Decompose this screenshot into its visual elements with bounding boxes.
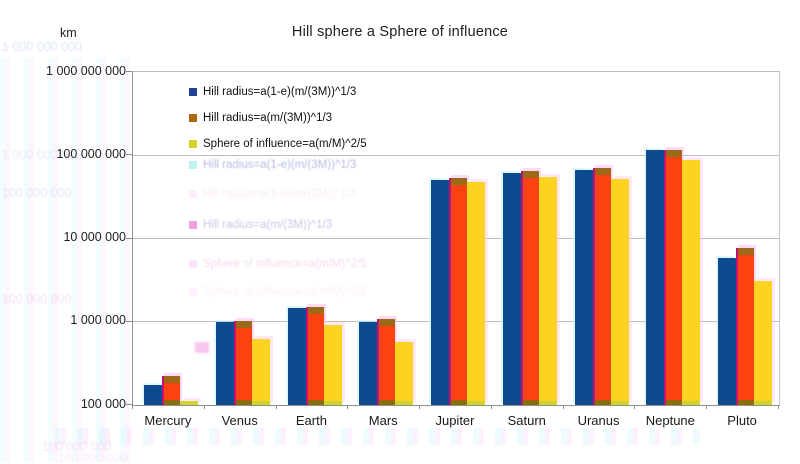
legend-item-3: Sphere of influence=a(m/M)^2/5 [189, 131, 367, 157]
bar-uranus-series2 [592, 168, 611, 405]
compression-ghost-swatch [189, 260, 197, 268]
bar-jupiter-series1 [431, 179, 450, 405]
y-axis-tick [126, 404, 132, 405]
legend-label: Sphere of influence=a(m/M)^2/5 [203, 138, 367, 150]
bar-mars-series3 [395, 341, 414, 405]
x-axis-label-mars: Mars [368, 413, 398, 428]
bar-earth-series1 [287, 307, 306, 405]
compression-ghost-legend-echo: Hill radius=a(m/(3M))^1/3 [189, 219, 332, 231]
x-axis-tick [347, 405, 348, 409]
x-axis-label-earth: Earth [295, 413, 327, 428]
x-axis-tick [706, 405, 707, 409]
compression-ghost-legend-echo: Hill radius=a(1-e)(m/(3M))^1/3 [189, 188, 356, 200]
gridline-100000000 [133, 154, 779, 156]
compression-ghost-legend-echo: Hill radius=a(1-e)(m/(3M))^1/3 [189, 159, 356, 171]
x-axis-tick [276, 405, 277, 409]
compression-ghost-artifact: 100 000 000 [2, 186, 72, 200]
y-axis-label: 1 000 000 [70, 313, 126, 328]
compression-ghost-text: Hill radius=a(m/(3M))^1/3 [203, 219, 333, 231]
y-axis-unit-label: km [60, 26, 77, 40]
legend-label: Hill radius=a(1-e)(m/(3M))^1/3 [203, 86, 357, 98]
x-axis-label-venus: Venus [221, 413, 258, 428]
legend: Hill radius=a(1-e)(m/(3M))^1/3 Hill radiu… [189, 79, 367, 157]
bar-saturn-series2 [520, 170, 539, 405]
legend-label: Hill radius=a(m/(3M))^1/3 [203, 112, 333, 124]
compression-ghost-swatch [189, 288, 197, 296]
legend-item-2: Hill radius=a(m/(3M))^1/3 [189, 105, 367, 131]
y-axis-label: 100 000 [80, 396, 126, 411]
bar-venus-series2 [233, 321, 252, 405]
bar-neptune-series3 [682, 160, 701, 405]
y-axis-tick [126, 320, 132, 322]
legend-swatch-icon [189, 88, 197, 96]
compression-artifact-stripes-bottom [55, 428, 700, 445]
x-axis-label-pluto: Pluto [727, 413, 757, 428]
x-axis-tick [563, 405, 564, 409]
chart-title: Hill sphere a Sphere of influence [291, 24, 509, 40]
y-axis-label: 100 000 000 [56, 146, 126, 161]
bar-jupiter-series3 [467, 181, 486, 405]
bar-venus-series3 [251, 339, 270, 405]
x-axis-label-neptune: Neptune [645, 413, 695, 428]
bar-mercury-series2 [162, 376, 180, 405]
y-axis-label: 1 000 000 000 [46, 63, 126, 78]
x-axis-tick [132, 405, 133, 409]
legend-item-1: Hill radius=a(1-e)(m/(3M))^1/3 [189, 79, 367, 105]
x-axis-tick [419, 405, 420, 409]
bar-jupiter-series2 [449, 178, 468, 405]
y-axis-tick [126, 71, 132, 72]
bar-mars-series1 [359, 322, 378, 405]
compression-ghost-text: Hill radius=a(1-e)(m/(3M))^1/3 [203, 159, 357, 171]
bar-earth-series2 [305, 307, 324, 405]
bar-neptune-series2 [664, 149, 683, 405]
compression-ghost-legend-echo: Sphere of influence=a(m/M)^2/5 [189, 286, 367, 298]
y-axis-tick [126, 154, 132, 156]
bar-uranus-series3 [610, 179, 629, 405]
compression-ghost-artifact: 1 000 000 000 [2, 40, 82, 54]
bar-uranus-series1 [574, 169, 593, 405]
x-axis-tick [491, 405, 492, 409]
bar-pluto-series1 [718, 258, 737, 405]
y-axis-tick [126, 237, 132, 239]
x-axis-tick [634, 405, 635, 409]
bar-venus-series1 [215, 321, 234, 405]
compression-ghost-artifact: 100 000 000 [2, 292, 72, 306]
legend-swatch-icon [189, 114, 197, 122]
x-axis-label-jupiter: Jupiter [435, 413, 475, 428]
plot-area: Hill radius=a(1-e)(m/(3M))^1/3 Hill radiu… [132, 71, 780, 406]
x-axis-tick [778, 405, 779, 409]
compression-ghost-swatch [189, 221, 197, 229]
bar-mercury-series1 [144, 384, 162, 405]
compression-ghost-swatch [189, 161, 197, 169]
compression-ghost-swatch [189, 190, 197, 198]
bar-earth-series3 [323, 324, 342, 405]
bar-saturn-series3 [538, 176, 557, 405]
x-axis-tick [204, 405, 205, 409]
compression-ghost-legend-echo: Sphere of influence=a(m/M)^2/5 [189, 258, 367, 270]
bar-saturn-series1 [502, 172, 521, 405]
bar-mars-series2 [377, 318, 396, 405]
compression-ghost-text: Hill radius=a(1-e)(m/(3M))^1/3 [203, 188, 357, 200]
bar-pluto-series3 [754, 280, 773, 405]
compression-ghost-blob [195, 342, 209, 353]
compression-ghost-artifact: 100 000 000 [42, 440, 112, 454]
bar-neptune-series1 [646, 150, 665, 405]
compression-ghost-text: Sphere of influence=a(m/M)^2/5 [203, 286, 367, 298]
bar-mercury-series3 [180, 400, 198, 405]
x-axis-label-uranus: Uranus [577, 413, 620, 428]
y-axis-label: 10 000 000 [63, 230, 126, 244]
legend-swatch-icon [189, 140, 197, 148]
compression-ghost-text: Sphere of influence=a(m/M)^2/5 [203, 258, 367, 270]
compression-ghost-artifact: 100 000 000 [58, 451, 128, 464]
x-axis-label-mercury: Mercury [144, 413, 192, 428]
bar-pluto-series2 [736, 247, 755, 405]
x-axis-label-saturn: Saturn [507, 413, 546, 428]
